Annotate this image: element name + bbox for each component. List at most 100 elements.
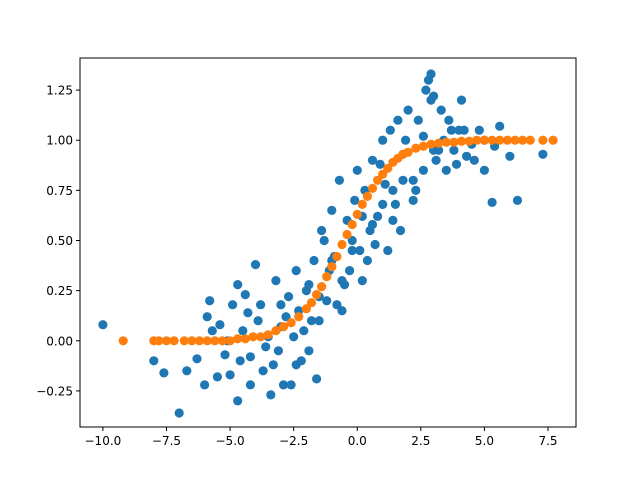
- series-1-point: [472, 135, 482, 145]
- series-0-point: [314, 316, 324, 326]
- series-0-point: [299, 326, 309, 336]
- series-0-point: [240, 290, 250, 300]
- y-tick-label: −0.25: [36, 384, 73, 398]
- series-0-point: [390, 199, 400, 209]
- series-1-point: [210, 336, 220, 346]
- series-0-point: [291, 360, 301, 370]
- series-0-point: [401, 135, 411, 145]
- series-0-point: [408, 195, 418, 205]
- series-1-point: [510, 135, 520, 145]
- series-0-point: [347, 235, 357, 246]
- series-0-point: [238, 326, 248, 336]
- series-0-point: [362, 255, 372, 266]
- series-0-point: [245, 380, 255, 390]
- series-0-point: [378, 135, 388, 145]
- series-0-point: [304, 346, 314, 356]
- series-1-point: [378, 169, 388, 179]
- series-1-point: [263, 330, 273, 340]
- series-1-point: [434, 138, 444, 148]
- series-0-point: [286, 380, 296, 390]
- x-tick-label: −7.5: [152, 434, 181, 448]
- series-1-point: [154, 336, 164, 346]
- series-1-point: [286, 318, 296, 328]
- series-1-point: [418, 141, 428, 151]
- series-0-point: [220, 350, 230, 360]
- series-1-point: [312, 290, 322, 300]
- series-1-point: [187, 336, 197, 346]
- series-0-point: [487, 197, 497, 207]
- series-1-point: [256, 332, 266, 342]
- series-0-point: [202, 312, 212, 322]
- series-0-point: [347, 245, 357, 256]
- series-0-point: [228, 300, 238, 310]
- series-1-point: [449, 137, 459, 147]
- series-0-point: [174, 408, 184, 418]
- series-0-point: [350, 195, 360, 205]
- plot-frame: [79, 57, 577, 428]
- series-0-point: [451, 159, 462, 169]
- series-0-point: [352, 165, 362, 175]
- series-0-point: [373, 211, 383, 221]
- x-axis: −10.0 −7.5 −5.0 −2.5 0.0 2.5 5.0 7.5: [85, 427, 558, 448]
- series-0-point: [258, 366, 268, 376]
- series-1-point: [342, 229, 352, 240]
- series-0-point: [411, 185, 421, 195]
- series-1-point: [525, 135, 535, 145]
- series-0-point: [395, 225, 406, 236]
- series-1-point: [118, 336, 128, 346]
- series-0-point: [385, 125, 395, 135]
- series-0-point: [388, 185, 398, 195]
- series-0-point: [367, 155, 378, 165]
- y-tick-label: 1.25: [46, 84, 73, 98]
- series-1-point: [487, 135, 497, 145]
- series-1-point: [233, 334, 243, 344]
- series-0-point: [380, 179, 390, 189]
- series-1-point: [347, 219, 357, 230]
- series-1-point: [548, 135, 558, 145]
- x-tick-label: 5.0: [475, 434, 494, 448]
- series-0-point: [418, 165, 428, 175]
- series-1-point: [337, 239, 347, 250]
- series-1-point: [411, 143, 421, 153]
- series-0-point: [256, 300, 266, 310]
- series-0-point: [474, 125, 484, 135]
- series-0-point: [378, 199, 388, 209]
- series-0-point: [304, 280, 314, 290]
- series-0-point: [459, 125, 469, 135]
- series-0-point: [268, 360, 278, 370]
- series-1-point: [248, 332, 258, 342]
- series-0-point: [207, 326, 217, 336]
- series-0-point: [225, 370, 235, 380]
- y-tick-label: 0.75: [46, 184, 73, 198]
- series-1-point: [294, 312, 304, 322]
- series-0-point: [322, 296, 332, 306]
- series-0-point: [444, 115, 454, 125]
- series-1-point: [161, 336, 172, 346]
- series-0-point: [337, 306, 347, 316]
- series-0-point: [332, 300, 342, 310]
- series-1-point: [357, 199, 367, 209]
- series-0-point: [266, 390, 276, 400]
- series-0-point: [462, 151, 472, 161]
- y-axis: −0.25 0.00 0.25 0.50 0.75 1.00 1.25: [36, 84, 80, 398]
- series-0-point: [182, 366, 192, 376]
- x-tick-label: 2.5: [411, 434, 430, 448]
- series-0-point: [441, 165, 451, 175]
- series-0-point: [200, 380, 210, 390]
- series-1-point: [317, 282, 327, 292]
- series-0-point: [403, 105, 413, 115]
- series-0-point: [243, 308, 253, 318]
- series-0-point: [192, 354, 202, 364]
- series-0-point: [235, 356, 245, 366]
- series-0-point: [367, 219, 378, 230]
- series-0-point: [319, 235, 329, 246]
- series-1-point: [426, 139, 436, 149]
- series-layer: [98, 69, 558, 418]
- x-tick-label: 7.5: [538, 434, 557, 448]
- x-tick-label: 0.0: [348, 434, 367, 448]
- series-1-point: [373, 175, 383, 185]
- series-0-point: [495, 121, 505, 131]
- series-1-point: [169, 336, 179, 346]
- series-1-point: [383, 163, 393, 173]
- series-0-point: [261, 342, 271, 352]
